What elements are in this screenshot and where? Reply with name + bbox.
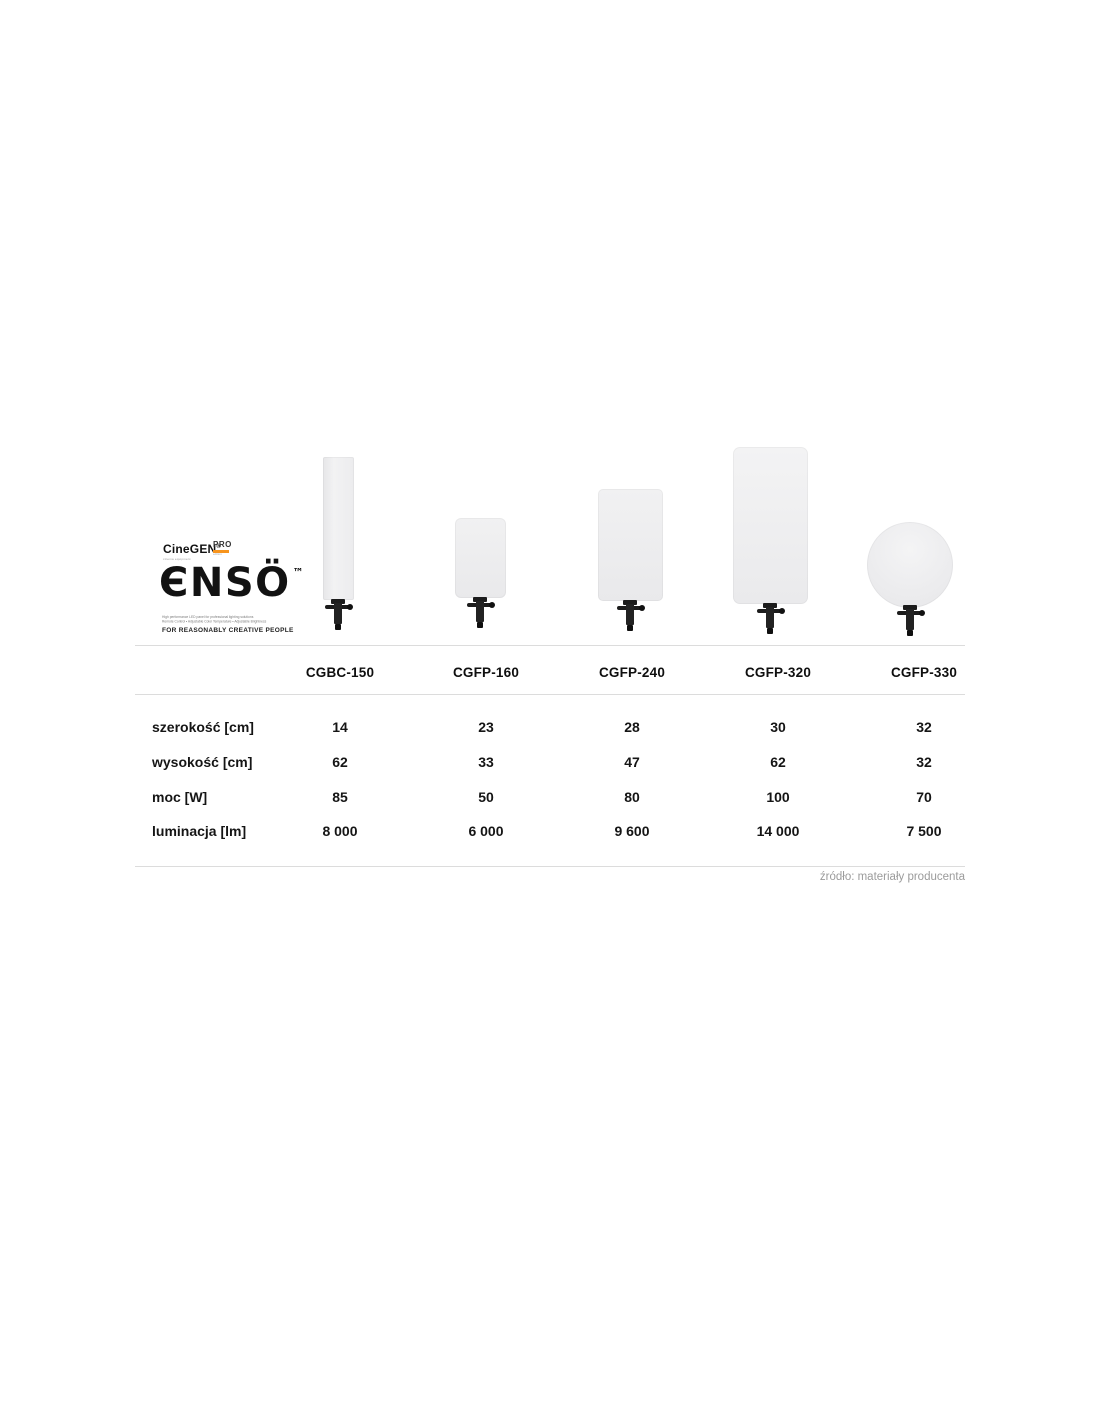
cell-value: 23 [478,719,494,735]
divider-line [135,866,965,867]
table-row-power: moc [W] 85 50 80 100 70 [135,783,997,811]
cell-value: 50 [478,789,494,805]
cell-value: 32 [916,754,932,770]
column-header-cgfp-160: CGFP-160 [452,664,520,680]
product-image-cgfp-160 [455,518,506,598]
registered-mark: ® [216,544,222,550]
row-label: luminacja [lm] [152,823,247,839]
cell-value: 62 [770,754,786,770]
pro-badge-sub: edition [213,553,222,556]
cell-value: 30 [770,719,786,735]
light-stand-mount [325,599,353,631]
cinegen-logo-text: CineGEN® [163,542,222,556]
pro-badge-bar [213,550,229,553]
cell-value: 28 [624,719,640,735]
source-note: źródło: materiały producenta [819,871,965,883]
divider-line [135,645,965,646]
pro-badge: PRO edition [213,540,239,559]
divider-line [135,694,965,695]
brand-slogan: FOR REASONABLY CREATIVE PEOPLE [162,627,294,634]
row-label: szerokość [cm] [152,719,254,735]
brand-description-line2: Remote Control • Adjustable Color Temper… [162,620,267,624]
brand-description: High performance LED panel for professio… [162,615,266,625]
brand-description-line1: High performance LED panel for professio… [162,615,254,619]
column-header-cgbc-150: CGBC-150 [305,664,375,680]
cinegen-logo: CineGEN® cinema equipment [163,540,221,562]
product-image-cgfp-320 [733,447,808,604]
cell-value: 8 000 [322,823,358,839]
table-row-height: wysokość [cm] 62 33 47 62 32 [135,748,997,776]
row-label: wysokość [cm] [152,754,253,770]
product-image-cgfp-330 [867,522,953,608]
cell-value: 14 [332,719,348,735]
table-row-luminance: luminacja [lm] 8 000 6 000 9 600 14 000 … [135,817,997,845]
cell-value: 70 [916,789,932,805]
column-header-cgfp-240: CGFP-240 [598,664,666,680]
cell-value: 80 [624,789,640,805]
column-header-cgfp-330: CGFP-330 [890,664,958,680]
cell-value: 100 [766,789,790,805]
cell-value: 85 [332,789,348,805]
light-stand-mount [617,600,645,632]
pro-badge-label: PRO [213,540,232,549]
table-header-row: CGBC-150 CGFP-160 CGFP-240 CGFP-320 CGFP… [135,658,997,686]
brand-block: CineGEN® cinema equipment [163,540,221,562]
cell-value: 62 [332,754,348,770]
product-image-cgbc-150 [323,457,354,600]
product-image-cgfp-240 [598,489,663,601]
trademark-symbol: ™ [292,566,304,579]
row-label: moc [W] [152,789,208,805]
light-stand-mount [757,603,785,635]
column-header-cgfp-320: CGFP-320 [744,664,812,680]
light-stand-mount [467,597,495,629]
cell-value: 47 [624,754,640,770]
cell-value: 14 000 [756,823,800,839]
cinegen-logo-tagline: cinema equipment [163,558,191,561]
cell-value: 33 [478,754,494,770]
cell-value: 9 600 [614,823,650,839]
light-stand-mount [897,605,925,637]
cell-value: 32 [916,719,932,735]
cell-value: 7 500 [906,823,942,839]
table-row-width: szerokość [cm] 14 23 28 30 32 [135,713,997,741]
enso-wordmark: ЄNSÖ ™ [159,560,304,606]
cell-value: 6 000 [468,823,504,839]
